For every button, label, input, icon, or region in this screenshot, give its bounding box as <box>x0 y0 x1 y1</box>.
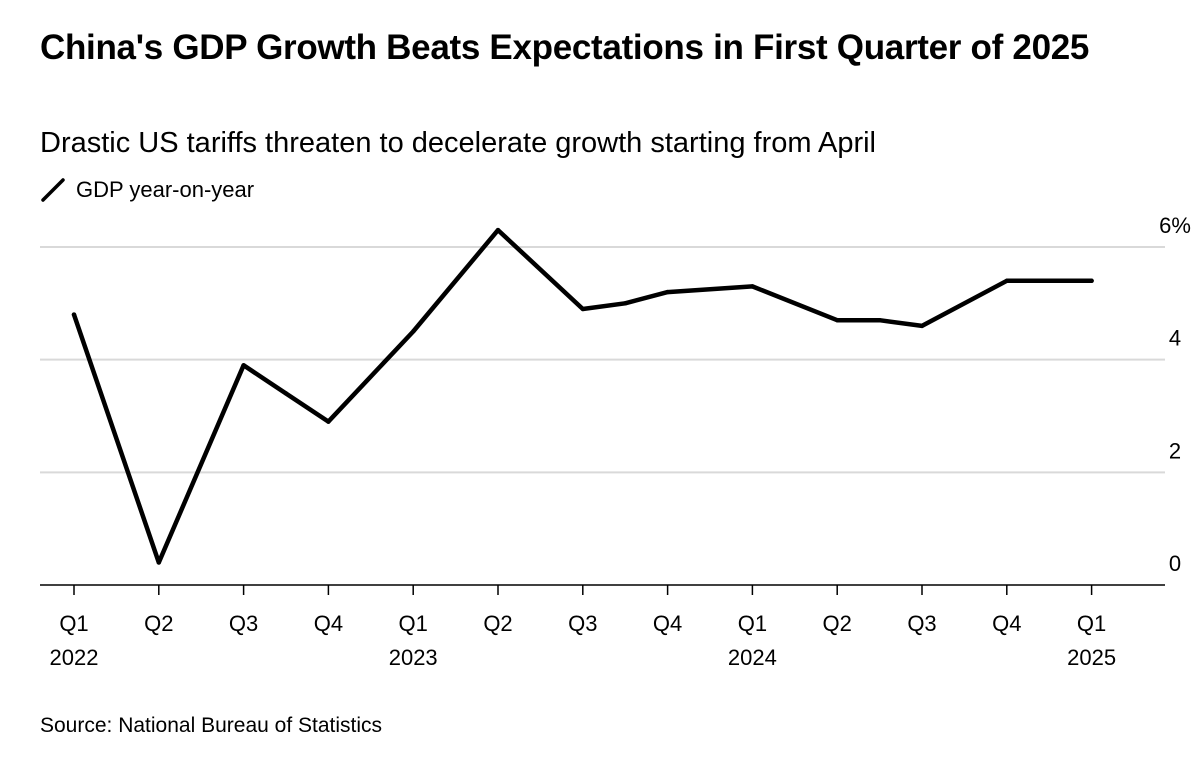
data-point <box>1089 278 1094 283</box>
data-point <box>1004 278 1009 283</box>
y-tick-label: 4 <box>1169 326 1181 351</box>
x-tick-label: Q2 <box>144 611 173 636</box>
chart-title: China's GDP Growth Beats Expectations in… <box>40 28 1090 67</box>
x-tick-label: Q4 <box>653 611 682 636</box>
x-tick-label: Q1 <box>59 611 88 636</box>
x-year-label: 2023 <box>389 645 438 670</box>
data-point <box>495 227 501 233</box>
data-point <box>326 419 331 424</box>
line-chart: 0 2 4 6% Q1 2022 Q2 Q3 Q4 Q1 2023 Q2 Q3 Q4 Q1 2024 Q2 Q3 Q… <box>40 213 1191 670</box>
data-point <box>919 323 925 329</box>
series-layer <box>71 227 1094 565</box>
data-point <box>750 284 755 289</box>
source-note: Source: National Bureau of Statistics <box>40 714 383 737</box>
axis-layer <box>40 584 1165 595</box>
legend-label: GDP year-on-year <box>76 177 255 202</box>
x-tick-label: Q1 <box>1077 611 1106 636</box>
data-point <box>411 329 416 334</box>
x-tick-label: Q3 <box>229 611 258 636</box>
x-tick-label: Q2 <box>823 611 852 636</box>
x-tick-label: Q3 <box>907 611 936 636</box>
data-point <box>156 560 161 565</box>
data-point <box>665 289 670 295</box>
data-point <box>241 363 246 368</box>
label-layer: 0 2 4 6% Q1 2022 Q2 Q3 Q4 Q1 2023 Q2 Q3 Q4 Q1 2024 Q2 Q3 Q… <box>50 213 1191 670</box>
x-tick-label: Q4 <box>314 611 343 636</box>
data-point <box>71 312 77 317</box>
grid-layer <box>40 246 1165 474</box>
y-tick-label: 0 <box>1169 551 1181 576</box>
data-point <box>283 391 289 396</box>
x-year-label: 2025 <box>1067 645 1116 670</box>
x-year-label: 2024 <box>728 645 777 670</box>
series-line-gdp-year-on-year <box>71 227 1094 565</box>
x-year-label: 2022 <box>50 645 99 670</box>
x-tick-label: Q1 <box>738 611 767 636</box>
data-point <box>877 318 882 323</box>
data-point <box>580 306 585 312</box>
x-tick-label: Q1 <box>399 611 428 636</box>
data-point <box>835 318 840 323</box>
line-swatch-icon <box>41 178 65 202</box>
x-tick-label: Q4 <box>992 611 1021 636</box>
y-tick-label: 2 <box>1169 438 1181 463</box>
chart-subtitle: Drastic US tariffs threaten to decelerat… <box>40 127 876 159</box>
x-tick-label: Q2 <box>483 611 512 636</box>
y-tick-label: 6% <box>1159 213 1191 238</box>
x-tick-label: Q3 <box>568 611 597 636</box>
legend: GDP year-on-year <box>40 175 254 205</box>
data-point <box>623 301 628 306</box>
